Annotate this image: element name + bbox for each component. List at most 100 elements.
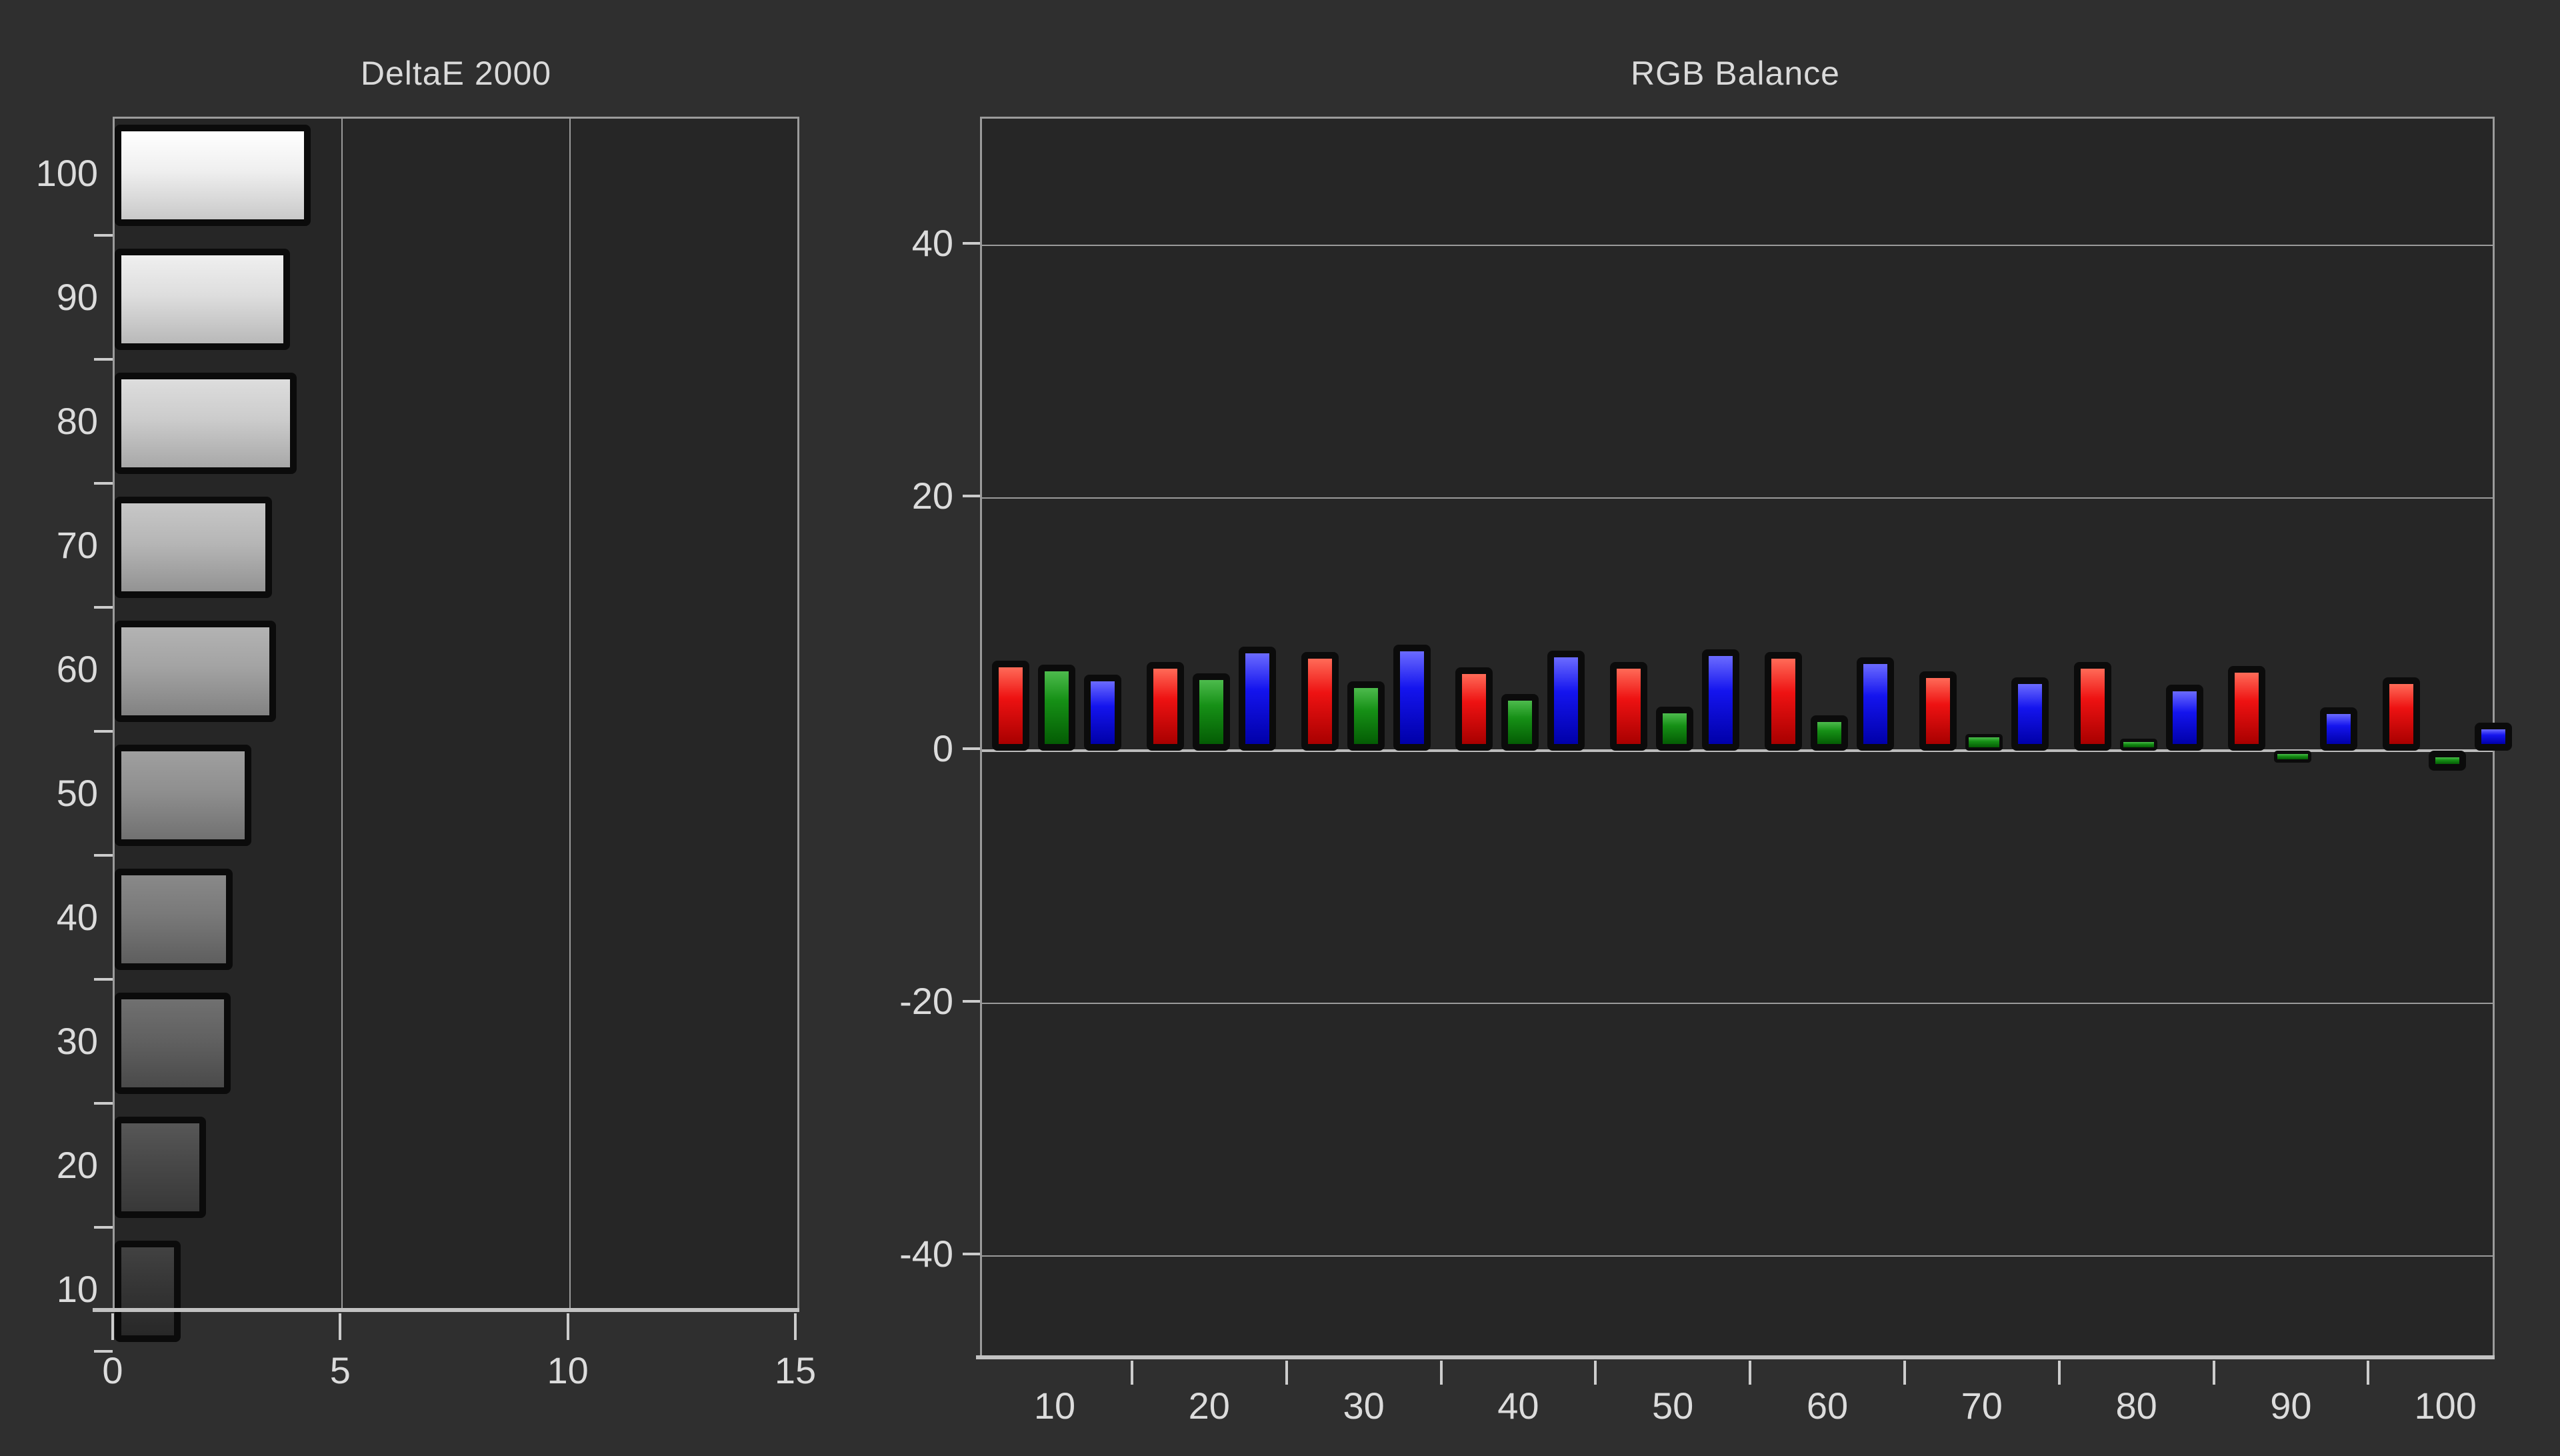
rgb-bar-red-20 xyxy=(1146,662,1184,751)
rgb-bar-blue-60 xyxy=(1857,657,1894,751)
deltae-x-tick-label: 10 xyxy=(547,1349,589,1391)
rgb-bar-blue-100 xyxy=(2475,723,2513,751)
rgb-bar-red-70 xyxy=(1919,671,1957,751)
rgb-x-tick-label: 70 xyxy=(1961,1385,2003,1427)
deltae-x-axis-line xyxy=(93,1308,799,1312)
deltae-y-tick-label: 80 xyxy=(56,400,98,442)
deltae-bar-70 xyxy=(115,497,272,598)
deltae-y-tick-mark xyxy=(94,1226,113,1229)
deltae-gridline-10 xyxy=(569,119,571,1310)
rgb-bar-red-60 xyxy=(1765,652,1802,751)
rgb-chart-title: RGB Balance xyxy=(1631,55,1840,92)
rgb-bar-blue-90 xyxy=(2320,707,2358,751)
rgb-bar-green-60 xyxy=(1811,715,1848,751)
deltae-bar-40 xyxy=(115,869,233,970)
deltae-y-tick-mark xyxy=(94,730,113,733)
deltae-y-tick-mark xyxy=(94,482,113,485)
deltae-chart-title: DeltaE 2000 xyxy=(360,55,552,92)
rgb-x-tick-mark xyxy=(2057,1361,2061,1385)
rgb-x-axis-line xyxy=(976,1355,2495,1359)
deltae-x-tick-mark xyxy=(339,1313,342,1340)
rgb-y-tick-mark xyxy=(963,1000,980,1003)
rgb-bar-red-10 xyxy=(992,661,1029,751)
rgb-gridline-40 xyxy=(982,244,2493,246)
rgb-x-tick-label: 40 xyxy=(1497,1385,1539,1427)
rgb-x-tick-label: 10 xyxy=(1033,1385,1076,1427)
deltae-bar-60 xyxy=(115,621,277,722)
rgb-bar-blue-30 xyxy=(1393,644,1431,751)
deltae-y-tick-label: 50 xyxy=(56,772,98,814)
deltae-y-tick-label: 70 xyxy=(56,524,98,566)
rgb-x-tick-mark xyxy=(1130,1361,1133,1385)
deltae-x-tick-label: 5 xyxy=(329,1349,351,1391)
deltae-y-tick-mark xyxy=(94,978,113,981)
rgb-bar-red-100 xyxy=(2383,677,2421,751)
rgb-x-tick-mark xyxy=(2367,1361,2370,1385)
rgb-bar-blue-70 xyxy=(2011,677,2049,751)
rgb-bar-green-100 xyxy=(2429,750,2467,771)
rgb-y-tick-mark xyxy=(963,241,980,245)
deltae-bar-50 xyxy=(115,745,251,846)
deltae-y-tick-mark xyxy=(94,358,113,361)
rgb-bar-red-90 xyxy=(2228,665,2266,751)
rgb-bar-blue-80 xyxy=(2165,685,2203,751)
rgb-bar-blue-10 xyxy=(1084,675,1121,751)
rgb-x-tick-mark xyxy=(1439,1361,1443,1385)
rgb-x-tick-label: 100 xyxy=(2414,1385,2477,1427)
rgb-bar-red-50 xyxy=(1610,662,1648,751)
rgb-gridline-20 xyxy=(982,497,2493,499)
rgb-y-tick-label: 40 xyxy=(911,221,953,264)
deltae-bar-10 xyxy=(115,1241,181,1342)
deltae-y-tick-mark xyxy=(94,1102,113,1105)
rgb-bar-green-40 xyxy=(1501,693,1539,751)
deltae-y-tick-mark xyxy=(94,606,113,609)
deltae-bar-90 xyxy=(115,249,290,350)
rgb-x-tick-mark xyxy=(2212,1361,2215,1385)
deltae-x-tick-mark xyxy=(111,1313,114,1340)
rgb-x-tick-label: 20 xyxy=(1188,1385,1230,1427)
rgb-zero-line xyxy=(982,749,2493,752)
rgb-y-tick-label: -40 xyxy=(899,1233,953,1275)
rgb-bar-green-80 xyxy=(2119,738,2157,751)
rgb-y-tick-mark xyxy=(963,747,980,750)
rgb-bar-green-90 xyxy=(2274,750,2312,763)
rgb-x-tick-label: 30 xyxy=(1343,1385,1385,1427)
rgb-y-tick-label: 20 xyxy=(911,474,953,517)
rgb-bar-green-50 xyxy=(1656,706,1694,751)
deltae-y-tick-mark xyxy=(94,1350,113,1353)
rgb-bar-red-80 xyxy=(2073,662,2111,751)
deltae-y-tick-label: 10 xyxy=(56,1268,98,1310)
rgb-bar-blue-40 xyxy=(1547,651,1585,751)
deltae-y-tick-label: 40 xyxy=(56,896,98,938)
deltae-y-tick-label: 90 xyxy=(56,276,98,318)
deltae-bar-20 xyxy=(115,1117,206,1218)
deltae-x-tick-mark xyxy=(794,1313,797,1340)
deltae-gridline-5 xyxy=(341,119,343,1310)
rgb-y-tick-label: 0 xyxy=(932,727,953,769)
deltae-y-tick-label: 100 xyxy=(35,152,98,194)
rgb-x-tick-label: 80 xyxy=(2115,1385,2157,1427)
rgb-bar-green-20 xyxy=(1192,673,1230,751)
deltae-bar-30 xyxy=(115,993,231,1094)
deltae-y-tick-mark xyxy=(94,234,113,237)
deltae-y-tick-label: 30 xyxy=(56,1020,98,1062)
deltae-y-tick-mark xyxy=(94,854,113,857)
rgb-x-tick-label: 50 xyxy=(1652,1385,1694,1427)
rgb-bar-red-30 xyxy=(1301,652,1339,751)
rgb-y-tick-mark xyxy=(963,1253,980,1256)
rgb-bar-green-30 xyxy=(1347,681,1385,751)
rgb-bar-blue-50 xyxy=(1702,649,1740,751)
deltae-bar-100 xyxy=(115,125,311,226)
rgb-bar-green-70 xyxy=(1965,734,2003,751)
rgb-y-tick-mark xyxy=(963,494,980,497)
rgb-x-tick-mark xyxy=(1285,1361,1288,1385)
rgb-x-tick-label: 90 xyxy=(2270,1385,2312,1427)
deltae-x-tick-label: 0 xyxy=(102,1349,123,1391)
rgb-x-tick-mark xyxy=(1903,1361,1906,1385)
rgb-x-tick-mark xyxy=(1749,1361,1752,1385)
deltae-plot-area xyxy=(113,117,799,1342)
rgb-x-tick-mark xyxy=(1594,1361,1597,1385)
deltae-x-tick-mark xyxy=(566,1313,569,1340)
rgb-bar-blue-20 xyxy=(1238,647,1276,751)
rgb-gridline--20 xyxy=(982,1003,2493,1005)
